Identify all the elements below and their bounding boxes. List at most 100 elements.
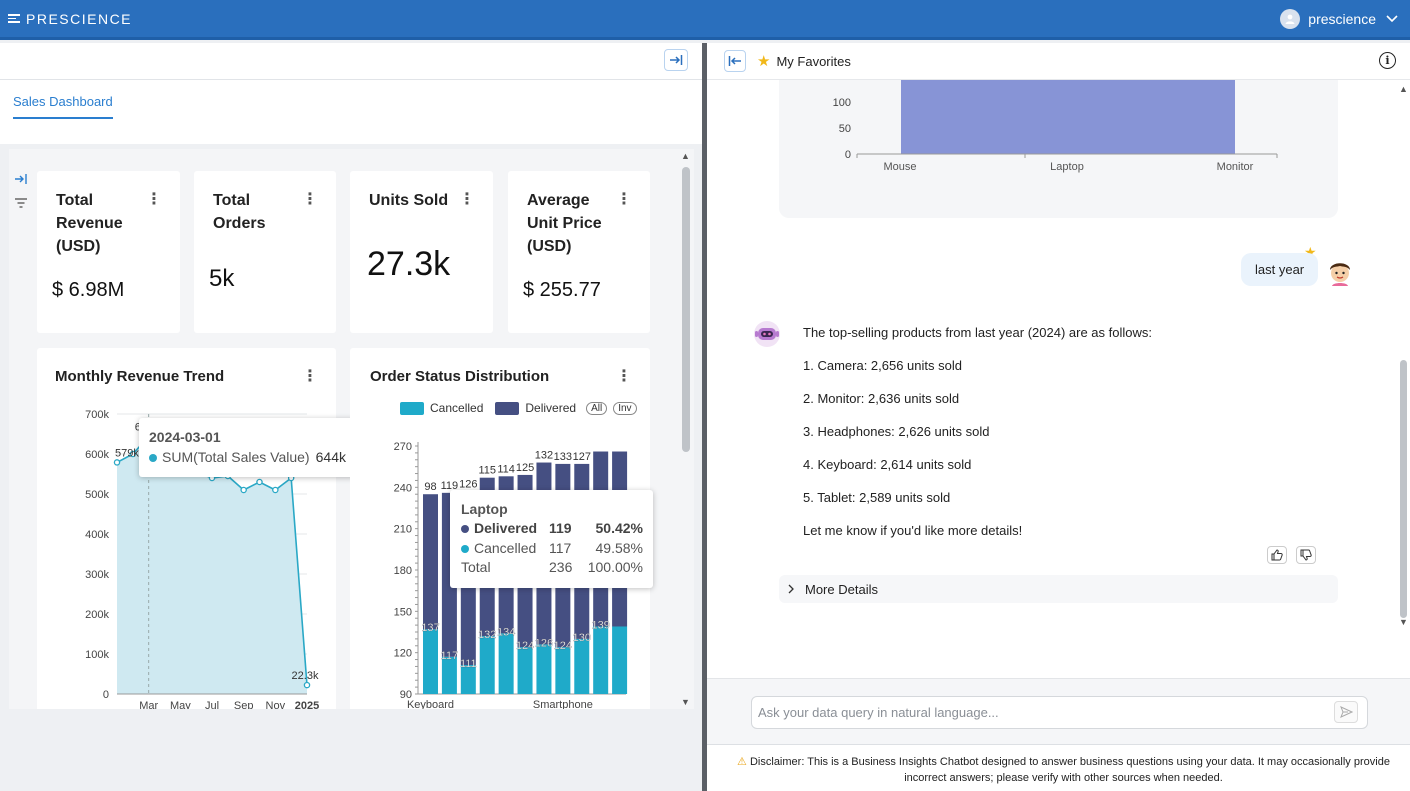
x-tick-label: Mar bbox=[139, 700, 158, 709]
pane-divider[interactable] bbox=[702, 43, 707, 791]
chat-input-bar bbox=[707, 678, 1410, 744]
tooltip-row-pct: 100.00% bbox=[587, 559, 643, 575]
y-tick-label: 600k bbox=[85, 449, 109, 461]
dashboard-side-icons bbox=[14, 173, 28, 209]
bot-avatar-icon bbox=[754, 321, 780, 347]
bar-value-label: 126 bbox=[459, 478, 477, 490]
scrollbar-thumb[interactable] bbox=[1400, 360, 1407, 618]
tooltip-series: SUM(Total Sales Value) bbox=[162, 449, 310, 465]
dashboard-pane: Sales Dashboard Total Revenue (USD) ⋮ $ … bbox=[0, 43, 702, 791]
user-avatar-icon bbox=[1330, 263, 1350, 286]
y-tick-label: 0 bbox=[103, 689, 109, 701]
more-options-icon[interactable]: ⋮ bbox=[459, 191, 475, 208]
more-details-label: More Details bbox=[805, 581, 878, 597]
bar-value-label: 119 bbox=[441, 480, 459, 492]
chat-header: ★ My Favorites i bbox=[707, 43, 1410, 80]
bar-cancelled bbox=[612, 626, 628, 694]
bar-value-label: 133 bbox=[554, 451, 572, 463]
thumbs-down-button[interactable] bbox=[1296, 546, 1316, 564]
bar-value-label: 114 bbox=[497, 463, 515, 475]
scroll-down-icon[interactable]: ▼ bbox=[681, 697, 690, 707]
hamburger-icon[interactable] bbox=[8, 14, 20, 23]
bar-cancelled bbox=[498, 633, 514, 694]
legend-swatch-delivered[interactable] bbox=[495, 401, 520, 415]
filter-icon[interactable] bbox=[14, 197, 28, 209]
bar-value-label: 115 bbox=[478, 465, 496, 477]
chat-query-input[interactable] bbox=[751, 696, 1368, 729]
more-details-toggle[interactable]: More Details bbox=[779, 575, 1338, 603]
kpi-card-total-orders: Total Orders ⋮ 5k bbox=[194, 171, 336, 333]
legend-label-delivered[interactable]: Delivered bbox=[525, 401, 577, 415]
kpi-value: $ 255.77 bbox=[523, 279, 601, 301]
tooltip-row-pct: 49.58% bbox=[595, 540, 643, 556]
more-options-icon[interactable]: ⋮ bbox=[616, 368, 632, 385]
user-menu[interactable]: prescience bbox=[1280, 8, 1398, 29]
brand[interactable]: PRESCIENCE bbox=[8, 11, 132, 27]
bar-cancelled bbox=[423, 629, 438, 694]
scroll-up-icon[interactable]: ▲ bbox=[1399, 84, 1408, 94]
y-tick-label: 180 bbox=[394, 565, 412, 577]
y-tick-label: 240 bbox=[394, 482, 412, 494]
legend-swatch-cancelled[interactable] bbox=[400, 401, 424, 415]
more-options-icon[interactable]: ⋮ bbox=[616, 191, 632, 208]
scroll-down-icon[interactable]: ▼ bbox=[1399, 617, 1408, 627]
star-icon: ★ bbox=[757, 53, 771, 70]
previous-answer-bar-chart[interactable]: 0 50 100 Mouse Laptop Monitor bbox=[779, 80, 1338, 218]
more-options-icon[interactable]: ⋮ bbox=[146, 191, 162, 208]
data-point bbox=[113, 459, 121, 466]
kpi-card-units-sold: Units Sold ⋮ 27.3k bbox=[350, 171, 493, 333]
user-avatar-icon bbox=[1280, 8, 1301, 29]
x-tick-label: Jul bbox=[205, 700, 219, 709]
bar-value-label: 127 bbox=[573, 451, 591, 463]
disclaimer-text: Disclaimer: This is a Business Insights … bbox=[749, 756, 1390, 784]
bar-cancelled bbox=[441, 656, 457, 694]
more-options-icon[interactable]: ⋮ bbox=[302, 191, 318, 208]
data-point bbox=[303, 681, 311, 689]
legend-label-cancelled[interactable]: Cancelled bbox=[430, 401, 484, 415]
tooltip-row-count: 117 bbox=[549, 540, 572, 556]
dashboard-scrollbar[interactable]: ▲ ▼ bbox=[678, 149, 694, 709]
revenue-trend-card: Monthly Revenue Trend ⋮ 0 100k 200k 300k 400… bbox=[37, 348, 356, 709]
scrollbar-thumb[interactable] bbox=[682, 167, 690, 452]
send-button[interactable] bbox=[1334, 701, 1358, 723]
expand-panel-button[interactable] bbox=[724, 50, 746, 72]
x-tick-label: 2025 bbox=[295, 700, 319, 709]
collapse-panel-button[interactable] bbox=[664, 49, 688, 71]
revenue-trend-chart[interactable]: 0100k200k300k400k500k600k700k579k644k22.… bbox=[37, 348, 336, 709]
chevron-down-icon[interactable] bbox=[1386, 12, 1398, 26]
chat-scrollbar[interactable]: ▲ ▼ bbox=[1398, 80, 1410, 678]
my-favorites[interactable]: ★ My Favorites bbox=[757, 52, 851, 70]
favorites-label: My Favorites bbox=[776, 53, 851, 69]
bot-message-outro: Let me know if you'd like more details! bbox=[803, 523, 1023, 538]
tooltip-row-label: Total bbox=[461, 559, 491, 575]
legend-invert-button[interactable]: Inv bbox=[613, 401, 637, 415]
bar-value-label: 124 bbox=[554, 640, 572, 652]
kpi-title: Total Orders bbox=[213, 192, 266, 232]
scroll-up-icon[interactable]: ▲ bbox=[681, 151, 690, 161]
x-tick-label: Sep bbox=[234, 700, 254, 709]
expand-filters-icon[interactable] bbox=[14, 173, 28, 185]
y-tick-label: 400k bbox=[85, 529, 109, 541]
y-tick-label: 120 bbox=[394, 648, 412, 660]
dashboard-tabs: Sales Dashboard bbox=[0, 80, 702, 144]
data-point bbox=[240, 486, 247, 494]
legend-all-button[interactable]: All bbox=[586, 401, 608, 415]
bot-message: The top-selling products from last year … bbox=[803, 324, 1152, 555]
kpi-title: Total Revenue (USD) bbox=[56, 192, 123, 255]
tab-sales-dashboard[interactable]: Sales Dashboard bbox=[13, 94, 113, 119]
chat-pane: ★ My Favorites i 0 50 100 Mouse Laptop Monito… bbox=[707, 43, 1410, 791]
thumbs-up-icon bbox=[1271, 549, 1283, 561]
x-tick-label: Laptop bbox=[1050, 161, 1084, 173]
more-options-icon[interactable]: ⋮ bbox=[302, 368, 318, 385]
bar-cancelled bbox=[555, 647, 571, 694]
thumbs-up-button[interactable] bbox=[1267, 546, 1287, 564]
bot-message-item: 3. Headphones: 2,626 units sold bbox=[803, 424, 990, 439]
info-icon[interactable]: i bbox=[1379, 52, 1396, 69]
bar-cancelled bbox=[460, 665, 476, 694]
y-tick-label: 300k bbox=[85, 569, 109, 581]
user-message: last year bbox=[1241, 253, 1319, 286]
y-tick-label: 100k bbox=[85, 649, 109, 661]
bar-value-label: 139 bbox=[592, 619, 610, 631]
y-tick-label: 700k bbox=[85, 409, 109, 421]
dashboard-canvas: Total Revenue (USD) ⋮ $ 6.98M Total Orde… bbox=[9, 149, 694, 709]
